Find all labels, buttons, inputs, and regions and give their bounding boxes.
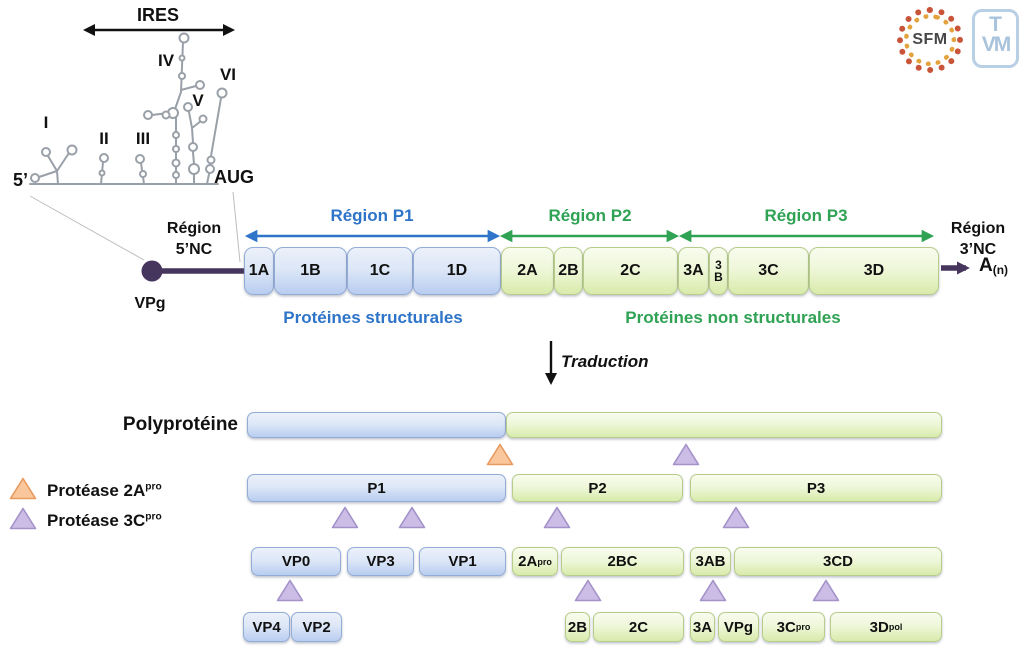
- cleavage-triangle-2apro-site-polyprotein: [486, 443, 514, 466]
- genome-box-2a: 2A: [501, 247, 554, 295]
- legend-protease-3c: Protéase 3Cpro: [9, 507, 162, 535]
- final-box-3cpro: 3C pro: [762, 612, 825, 642]
- cleavage-triangle-3cpro-site-p2: [543, 506, 571, 529]
- final-box-3dpol: 3D pol: [830, 612, 942, 642]
- cleavage-triangle-3cpro-site-3cd: [812, 579, 840, 602]
- cleavage-triangle-3cpro-site-2bc: [574, 579, 602, 602]
- traduction-label: Traduction: [561, 352, 649, 371]
- intermediate-box-vp0: VP0: [251, 547, 341, 576]
- ires-title: IRES: [136, 5, 180, 25]
- intermediate-box-vp1: VP1: [419, 547, 506, 576]
- genome-box-3d: 3D: [809, 247, 939, 295]
- polyprotein-label: Polyprotéine: [122, 414, 238, 435]
- genome-box-3a: 3A: [678, 247, 709, 295]
- intermediate-box-2bc: 2BC: [561, 547, 684, 576]
- final-box-vp2: VP2: [291, 612, 342, 642]
- aug-label: AUG: [214, 167, 254, 187]
- cleavage-triangle-3cpro-site-p1-right: [398, 506, 426, 529]
- tvm-logo: T VM: [972, 9, 1019, 68]
- final-box-vp4: VP4: [243, 612, 290, 642]
- genome-box-2b: 2B: [554, 247, 583, 295]
- protease-2a-triangle-icon: [9, 477, 37, 505]
- genome-box-3c: 3C: [728, 247, 809, 295]
- genome-box-1a: 1A: [244, 247, 274, 295]
- sfm-logo-text: SFM: [912, 31, 948, 48]
- region-3nc-line2: 3’NC: [959, 241, 997, 258]
- ires-domain-label-v: V: [192, 91, 204, 110]
- genome-box-1c: 1C: [347, 247, 413, 295]
- final-box-2c: 2C: [593, 612, 684, 642]
- tvm-logo-bottom: VM: [981, 33, 1012, 56]
- polyprotein-box-polyprotein-structural: [247, 412, 506, 438]
- polyprotein-box-polyprotein-nonstructural: [506, 412, 942, 438]
- ires-domain-label-iv: IV: [157, 51, 175, 70]
- final-box-vpg: VPg: [718, 612, 759, 642]
- legend-protease-2a: Protéase 2Apro: [9, 477, 162, 505]
- legend-protease-2a-label: Protéase 2Apro: [47, 481, 162, 500]
- intermediate-box-vp3: VP3: [347, 547, 414, 576]
- protease-3c-triangle-icon: [9, 507, 37, 535]
- nonstructural-proteins-label: Protéines non structurales: [625, 308, 841, 327]
- intermediate-box-2apro: 2A pro: [512, 547, 558, 576]
- genome-box-1d: 1D: [413, 247, 501, 295]
- intermediate-box-3cd: 3CD: [734, 547, 942, 576]
- region-label-p1: Région P1: [330, 206, 414, 225]
- region-3nc-label: Région 3’NC: [951, 218, 1005, 260]
- genome-box-2c: 2C: [583, 247, 678, 295]
- cleavage-triangle-3cpro-site-p1-left: [331, 506, 359, 529]
- poly-a-base: A: [979, 255, 993, 276]
- cleavage-triangle-3cpro-site-p3: [722, 506, 750, 529]
- sfm-logo: SFM: [897, 7, 963, 73]
- final-box-2b: 2B: [565, 612, 590, 642]
- ires-domain-label-iii: III: [135, 129, 151, 148]
- poly-a-subscript: (n): [992, 263, 1009, 277]
- ires-domain-label-vi: VI: [219, 65, 237, 84]
- precursor-box-p2: P2: [512, 474, 683, 502]
- region-label-p3: Région P3: [764, 206, 848, 225]
- five-prime-label: 5’: [13, 170, 29, 190]
- genome-box-1b: 1B: [274, 247, 347, 295]
- ires-domain-label-i: I: [43, 113, 49, 132]
- poly-a-label: A(n): [979, 255, 1008, 277]
- vpg-label: VPg: [134, 295, 166, 312]
- region-5nc-label: Région 5’NC: [167, 218, 221, 260]
- ires-domain-label-ii: II: [99, 129, 109, 148]
- vpg-dot: [141, 260, 163, 282]
- final-box-3a: 3A: [690, 612, 715, 642]
- tvm-logo-top: T: [989, 13, 1002, 36]
- legend-protease-3c-label: Protéase 3Cpro: [47, 511, 162, 530]
- region-5nc-line1: Région: [166, 220, 222, 237]
- region-3nc-line1: Région: [950, 220, 1006, 237]
- precursor-box-p1: P1: [247, 474, 506, 502]
- intermediate-box-3ab: 3AB: [690, 547, 731, 576]
- region-5nc-line2: 5’NC: [175, 241, 213, 258]
- structural-proteins-label: Protéines structurales: [283, 308, 463, 327]
- region-label-p2: Région P2: [548, 206, 632, 225]
- cleavage-triangle-3cpro-site-vp0: [276, 579, 304, 602]
- precursor-box-p3: P3: [690, 474, 942, 502]
- cleavage-triangle-3cpro-site-polyprotein: [672, 443, 700, 466]
- cleavage-triangle-3cpro-site-3ab: [699, 579, 727, 602]
